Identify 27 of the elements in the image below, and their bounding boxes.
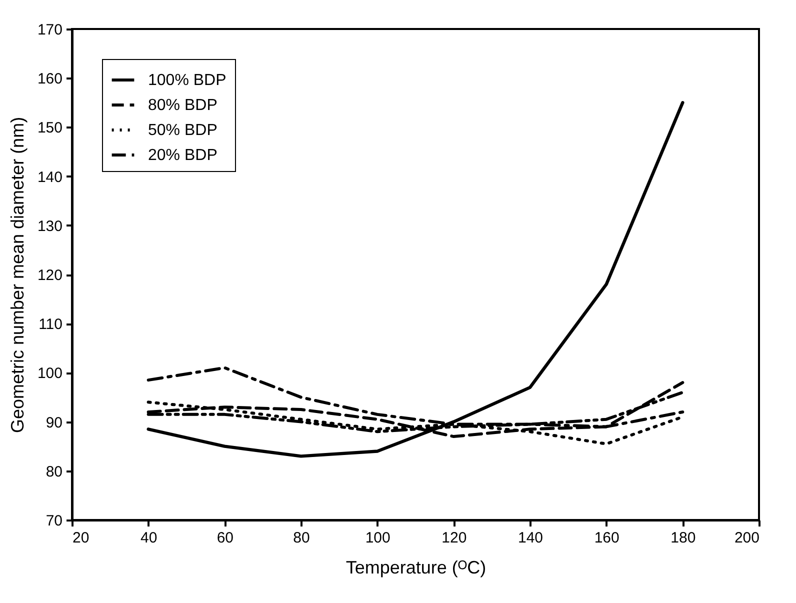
- y-axis-title: Geometric number mean diameter (nm): [7, 116, 28, 434]
- x-tick-label: 100: [365, 530, 390, 546]
- y-tick-label: 150: [37, 120, 62, 137]
- y-tick-label: 90: [46, 414, 62, 432]
- x-axis-title: Temperature (ᴼC): [346, 558, 486, 578]
- x-tick-label: 160: [594, 530, 620, 546]
- y-tick-label: 100: [37, 365, 62, 382]
- y-tick-label: 170: [37, 22, 62, 38]
- y-tick-label: 80: [46, 463, 62, 480]
- x-tick-label: 20: [72, 530, 90, 546]
- legend-label: 80% BDP: [148, 97, 218, 114]
- x-tick-label: 140: [518, 530, 544, 546]
- x-tick-label: 40: [140, 530, 158, 546]
- y-tick-label: 130: [37, 218, 62, 235]
- x-tick-label: 200: [734, 530, 760, 546]
- legend-label: 100% BDP: [148, 72, 226, 89]
- x-tick-label: 180: [670, 530, 696, 546]
- legend-label: 50% BDP: [148, 122, 218, 139]
- y-tick-label: 70: [46, 512, 62, 530]
- y-tick-label: 120: [37, 267, 62, 284]
- x-tick-label: 80: [293, 530, 310, 546]
- y-tick-label: 110: [38, 316, 62, 334]
- x-tick-label: 60: [216, 530, 234, 546]
- y-tick-label: 160: [37, 70, 62, 88]
- x-tick-label: 120: [442, 530, 467, 546]
- legend-label: 20% BDP: [148, 147, 218, 164]
- y-tick-label: 140: [37, 168, 62, 186]
